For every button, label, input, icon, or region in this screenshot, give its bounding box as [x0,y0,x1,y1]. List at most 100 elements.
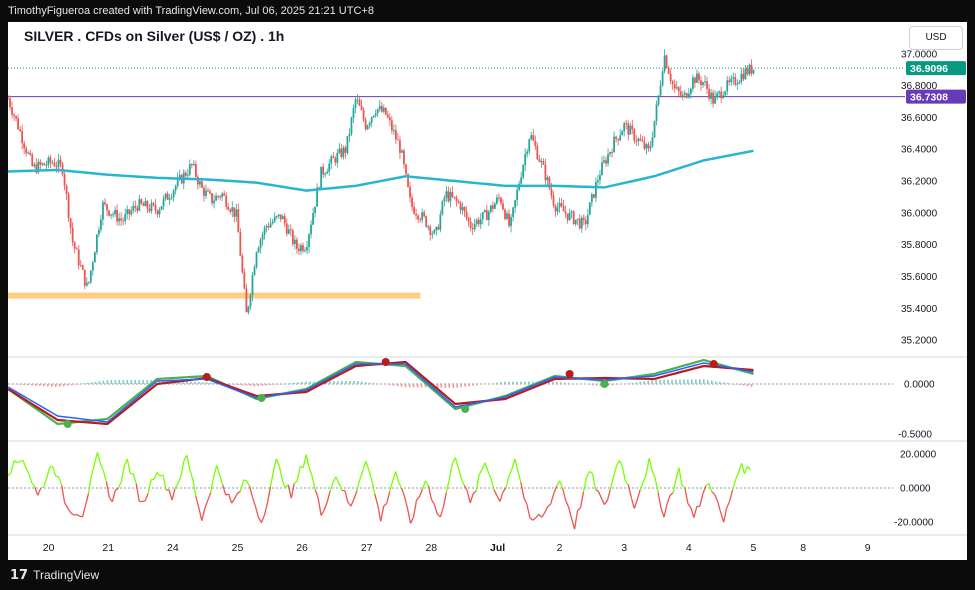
macd-slow-line [8,360,754,426]
candle-body [554,205,557,212]
candle-body [582,217,585,220]
osc-line-segment [386,491,391,504]
candle-body [73,242,76,249]
macd-histogram-bar [738,384,741,385]
osc-line-segment [269,471,275,488]
osc-line-segment [25,467,30,475]
candle-body [140,199,143,204]
candle-body [225,195,228,207]
macd-axis-tick: 0.0000 [904,380,935,391]
candle-body [249,295,252,307]
candle-body [635,140,638,142]
osc-line-segment [627,484,632,498]
macd-histogram-bar [448,384,451,388]
candle-body [556,207,559,212]
osc-line-segment [732,479,737,491]
candle-body [653,120,656,138]
osc-line-segment [257,517,263,523]
macd-histogram-bar [726,383,729,384]
macd-histogram-bar [492,383,494,384]
candle-body [257,248,260,253]
osc-line-segment [618,460,623,467]
candle-body [663,55,666,72]
macd-histogram-bar [488,383,490,385]
currency-button[interactable]: USD [909,26,963,50]
osc-line-segment [648,457,653,471]
candle-body [445,191,448,198]
candle-body [421,212,424,220]
osc-line-segment [81,505,87,518]
macd-histogram-bar [265,384,268,386]
osc-line-segment [684,487,689,504]
candle-body [694,77,696,83]
macd-histogram-bar [551,381,554,384]
candle-body [166,193,169,200]
macd-histogram-bar [245,384,248,386]
brand-name[interactable]: TradingView [33,568,100,582]
osc-line-segment [162,474,167,491]
candle-body [194,164,197,177]
time-axis-tick: 24 [167,542,179,554]
candle-body [423,212,426,217]
osc-line-segment [597,491,603,499]
candle-body [368,122,371,126]
candle-body [213,200,215,204]
osc-line-segment [740,463,746,474]
candle-body [467,218,470,222]
macd-histogram-bar [392,384,395,386]
candle-body [512,207,514,217]
macd-histogram-bar [58,384,61,387]
macd-histogram-bar [23,384,25,386]
macd-histogram-bar [750,384,753,387]
price-axis-tick: 36.8000 [901,81,938,92]
macd-histogram-bar [261,384,264,386]
osc-line-segment [392,471,397,482]
macd-histogram-bar [253,384,256,387]
candle-body [138,199,141,211]
candle-body [601,162,603,176]
osc-line-segment [263,502,269,516]
osc-line-segment [747,466,752,471]
osc-line-segment [37,487,42,496]
price-axis-tick: 35.6000 [901,272,938,283]
osc-line-segment [305,454,310,468]
time-axis-tick: 9 [865,542,871,554]
candle-body [362,110,365,120]
candle-body [483,210,486,213]
candle-body [37,161,40,173]
chart-area[interactable]: 37.0000 36.8000 36.6000 36.4000 36.2000 36.00… [8,22,967,560]
osc-line-segment [490,478,495,490]
candle-body [21,130,24,144]
macd-histogram-bar [229,384,232,385]
osc-line-segment [612,466,617,478]
candle-body [267,225,270,228]
macd-histogram-bar [182,381,184,384]
candle-body [344,147,347,153]
candle-body [221,193,224,198]
macd-histogram-bar [42,384,45,387]
time-axis-tick: 27 [361,542,373,554]
chart-svg[interactable]: 37.0000 36.8000 36.6000 36.4000 36.2000 36.00… [8,22,967,560]
osc-line-segment [350,498,355,507]
macd-signal-line [8,362,754,423]
osc-line-segment [657,492,662,509]
macd-histogram-bar [62,384,65,387]
macd-histogram-bar [213,383,216,384]
macd-histogram-bar [380,384,383,385]
candle-body [168,198,171,200]
candle-body [437,226,440,230]
time-axis-tick: 25 [232,542,244,554]
candle-body [298,248,300,252]
candle-body [110,214,112,216]
candle-body [619,135,622,141]
osc-line-segment [406,508,412,524]
candle-body [59,159,62,164]
osc-line-segment [210,475,215,493]
candle-body [724,91,727,96]
candle-body [453,196,456,198]
candle-body [750,64,753,74]
candle-body [578,218,581,229]
candle-body [730,78,733,83]
macd-histogram-bar [746,384,749,387]
macd-histogram-bar [663,379,665,384]
